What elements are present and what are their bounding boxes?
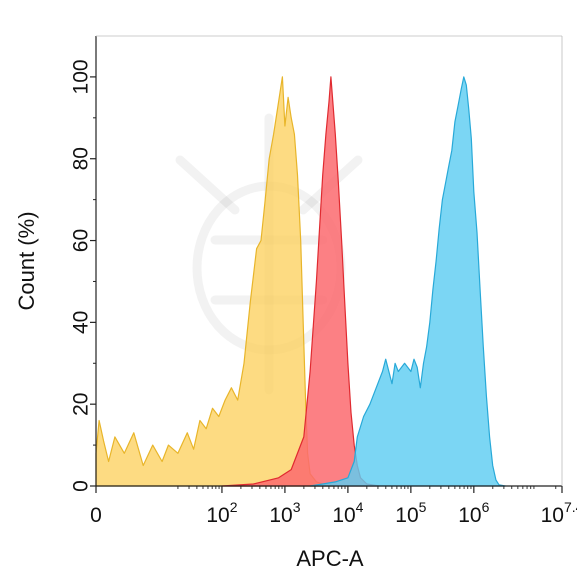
x-tick-label: 104 [332, 499, 363, 527]
y-tick-label: 100 [70, 59, 93, 94]
tick-labels: 0 20 40 60 80 100 0 102 103 104 105 106 107.4 [70, 59, 577, 527]
y-tick-label: 40 [70, 311, 93, 334]
x-tick-label: 107.4 [541, 499, 577, 527]
series-1-area [95, 76, 336, 487]
x-tick-label: 0 [90, 504, 102, 527]
y-tick-label: 80 [70, 147, 93, 170]
y-tick-label: 0 [70, 480, 93, 492]
plot-area [95, 76, 506, 487]
x-tick-label: 102 [206, 499, 237, 527]
x-tick-label: 105 [395, 499, 426, 527]
series-3-area [309, 76, 506, 487]
y-axis-title: Count (%) [14, 211, 39, 310]
axes [90, 35, 563, 493]
x-tick-label: 106 [458, 499, 489, 527]
x-tick-label: 103 [269, 499, 300, 527]
y-tick-label: 60 [70, 229, 93, 252]
x-axis-title: APC-A [296, 546, 364, 571]
y-tick-label: 20 [70, 393, 93, 416]
